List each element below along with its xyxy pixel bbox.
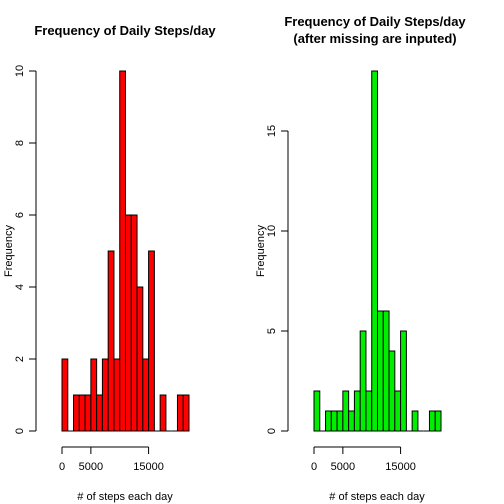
histogram-bar: [371, 70, 378, 432]
histogram-bar: [348, 410, 355, 432]
chart-1-y-axis-label: Frequency: [3, 225, 15, 277]
x-tick-label: 15000: [133, 461, 164, 473]
histogram-bar: [84, 394, 92, 432]
chart-2-x-axis: 0 5000 15000: [311, 446, 416, 473]
chart-2-y-axis-label: Frequency: [255, 225, 267, 277]
histogram-bar: [130, 214, 138, 432]
histogram-bar: [148, 250, 155, 432]
histogram-bar: [136, 286, 144, 432]
histogram-bar: [78, 394, 86, 432]
chart-2-y-axis: 0 5 10 15: [266, 125, 289, 434]
y-tick-label: 10: [266, 225, 278, 237]
histogram-bar: [411, 410, 419, 432]
histogram-bar: [113, 358, 121, 432]
histogram-bar: [336, 410, 344, 432]
histogram-bar: [434, 410, 442, 432]
histogram-bar: [142, 358, 150, 432]
chart-1-y-axis: 0 2 4 6 8 10: [14, 65, 37, 434]
histogram-bar: [428, 410, 436, 432]
y-tick-label: 4: [14, 284, 26, 290]
histogram-bar: [182, 394, 190, 432]
histogram-panel-2: Frequency of Daily Steps/day (after miss…: [255, 14, 466, 503]
histogram-bar: [330, 410, 338, 432]
histogram-bar: [159, 394, 167, 432]
y-tick-label: 10: [14, 65, 26, 77]
histogram-bar: [107, 250, 115, 432]
y-tick-label: 0: [266, 428, 278, 434]
histogram-bar: [61, 358, 69, 432]
chart-2-title: Frequency of Daily Steps/day: [284, 14, 466, 29]
histogram-bar: [90, 358, 98, 432]
chart-2-bars: [313, 70, 442, 432]
chart-2-subtitle: (after missing are inputed): [293, 31, 456, 46]
y-tick-label: 5: [266, 328, 278, 334]
histogram-bar: [353, 390, 361, 432]
histogram-bar: [400, 330, 407, 432]
x-tick-label: 5000: [79, 461, 103, 473]
chart-1-x-axis: 0 5000 15000: [59, 446, 164, 473]
x-tick-label: 0: [311, 461, 317, 473]
histogram-bar: [388, 350, 396, 432]
x-tick-label: 0: [59, 461, 65, 473]
histogram-bar: [377, 310, 384, 432]
x-tick-label: 15000: [385, 461, 416, 473]
chart-1-bars: [61, 70, 190, 432]
chart-1-x-axis-label: # of steps each day: [77, 491, 173, 503]
y-tick-label: 6: [14, 212, 26, 218]
histogram-bar: [359, 330, 367, 432]
histogram-bar: [96, 394, 103, 432]
histogram-bar: [313, 390, 321, 432]
histogram-bar: [176, 394, 184, 432]
histogram-panel-1: Frequency of Daily Steps/day Frequency #…: [3, 23, 216, 503]
y-tick-label: 15: [266, 125, 278, 137]
chart-1-title: Frequency of Daily Steps/day: [34, 23, 216, 38]
histogram-bar: [394, 390, 402, 432]
histogram-bar: [119, 70, 126, 432]
chart-2-x-axis-label: # of steps each day: [329, 491, 425, 503]
y-tick-label: 8: [14, 140, 26, 146]
y-tick-label: 0: [14, 428, 26, 434]
histogram-bar: [365, 390, 373, 432]
x-tick-label: 5000: [331, 461, 355, 473]
histogram-bar: [73, 394, 80, 432]
y-tick-label: 2: [14, 356, 26, 362]
histogram-bar: [382, 310, 390, 432]
histogram-bar: [342, 390, 350, 432]
histogram-bar: [101, 358, 109, 432]
histogram-bar: [325, 410, 332, 432]
histogram-bar: [125, 214, 132, 432]
